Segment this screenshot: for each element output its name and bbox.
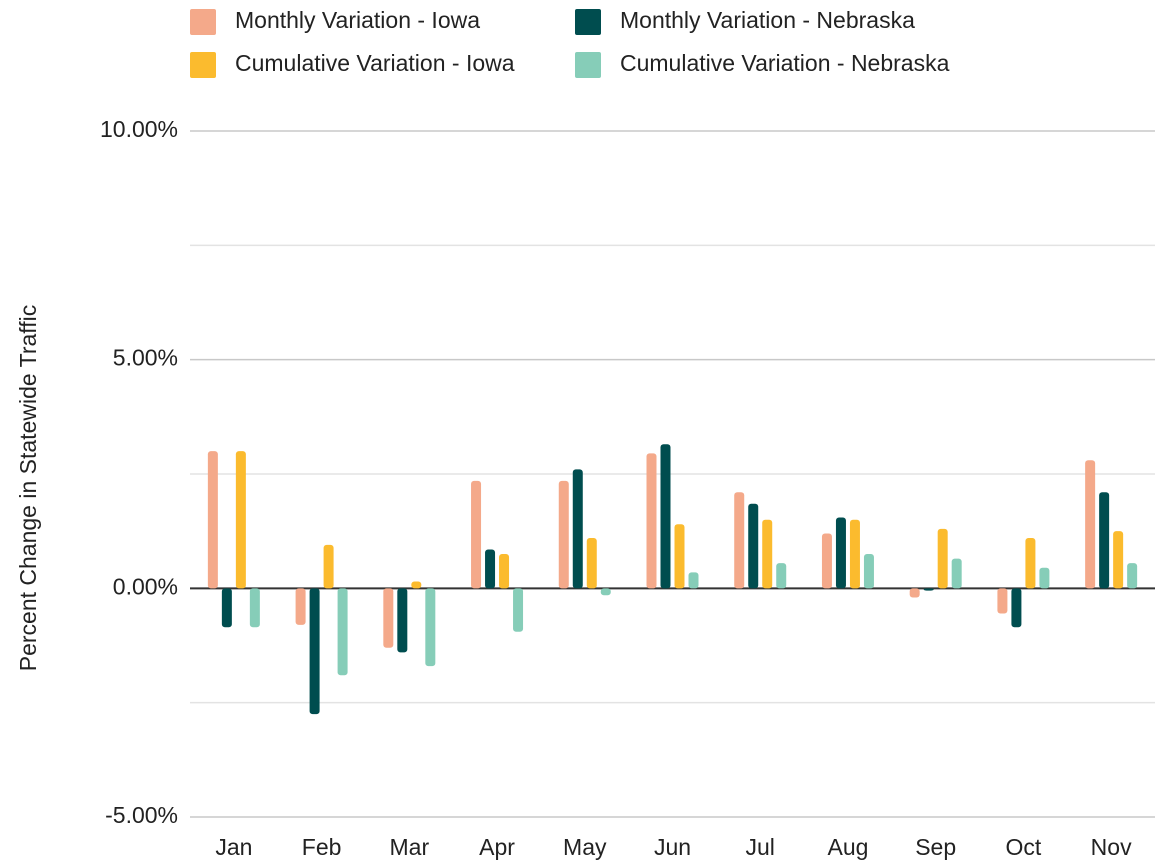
legend-swatch [575, 52, 601, 78]
x-tick-label: May [563, 834, 607, 860]
bar [411, 581, 422, 589]
bar [383, 588, 394, 648]
x-tick-label: Sep [915, 834, 956, 860]
bar [909, 588, 920, 598]
x-tick-label: Jan [215, 834, 252, 860]
x-tick-label: Feb [302, 834, 342, 860]
x-tick-label: Apr [479, 834, 515, 860]
bar [849, 519, 860, 589]
bar [1099, 492, 1110, 589]
y-tick-label: 5.00% [113, 345, 178, 371]
x-tick-label: Mar [390, 834, 430, 860]
x-tick-label: Jun [654, 834, 691, 860]
x-tick-label: Jul [746, 834, 775, 860]
bar [235, 451, 246, 589]
bar [600, 588, 611, 596]
bar [337, 588, 348, 676]
bar [558, 480, 569, 589]
bar [762, 519, 773, 589]
bar [249, 588, 260, 628]
bar [748, 503, 759, 589]
bar [688, 572, 699, 589]
bar [309, 588, 320, 715]
bar [1127, 563, 1138, 589]
bar [397, 588, 408, 653]
bar [660, 444, 671, 589]
bar [1085, 460, 1096, 589]
bar [951, 558, 962, 589]
bar [207, 451, 218, 589]
bar [323, 544, 334, 589]
bar [835, 517, 846, 589]
bar [425, 588, 436, 667]
bar [499, 554, 510, 589]
x-tick-label: Oct [1006, 834, 1042, 860]
bar [923, 588, 934, 591]
y-tick-label: 10.00% [100, 116, 178, 142]
x-tick-label: Aug [827, 834, 868, 860]
bar [646, 453, 657, 589]
bar [776, 563, 787, 589]
bar [734, 492, 745, 589]
legend-swatch [575, 9, 601, 35]
bar [471, 480, 482, 589]
bar [513, 588, 524, 632]
bar [997, 588, 1008, 614]
bar [674, 524, 685, 589]
bar [1113, 531, 1124, 589]
bar [1025, 538, 1036, 589]
bar [1011, 588, 1022, 628]
legend-label: Cumulative Variation - Nebraska [620, 50, 950, 76]
legend-label: Monthly Variation - Nebraska [620, 7, 915, 33]
y-axis-title: Percent Change in Statewide Traffic [15, 305, 41, 672]
y-tick-label: 0.00% [113, 573, 178, 599]
bar [586, 538, 597, 589]
bar [937, 528, 948, 589]
y-tick-label: -5.00% [105, 802, 178, 828]
bar [221, 588, 232, 628]
bar [863, 554, 874, 589]
bar [572, 469, 583, 589]
bar [821, 533, 832, 589]
legend-label: Cumulative Variation - Iowa [235, 50, 515, 76]
legend-label: Monthly Variation - Iowa [235, 7, 480, 33]
bar [295, 588, 306, 625]
bar [1039, 567, 1050, 589]
x-tick-label: Nov [1091, 834, 1132, 860]
legend-swatch [190, 52, 216, 78]
bar [485, 549, 496, 589]
legend-swatch [190, 9, 216, 35]
